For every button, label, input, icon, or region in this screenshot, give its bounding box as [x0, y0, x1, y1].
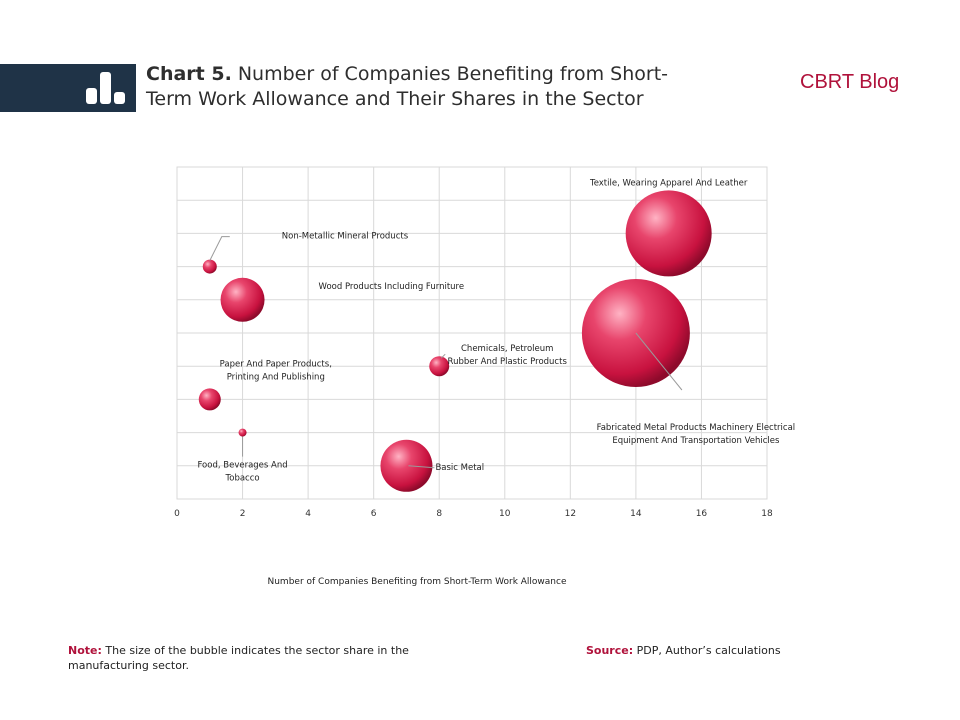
source-label: Source: [586, 644, 634, 657]
data-label-line: Printing And Publishing [227, 372, 325, 382]
leader-line [635, 332, 683, 391]
leader-line [209, 236, 230, 261]
x-tick-label: 0 [174, 509, 180, 519]
title-line-2: Term Work Allowance and Their Shares in … [146, 88, 644, 110]
title-line-1: Number of Companies Benefiting from Shor… [231, 63, 668, 85]
data-label-line: Equipment And Transportation Vehicles [612, 436, 780, 446]
data-label-line: Wood Products Including Furniture [319, 282, 465, 292]
x-tick-label: 12 [565, 509, 576, 519]
x-tick-label: 2 [240, 509, 246, 519]
data-label-line: Textile, Wearing Apparel And Leather [589, 178, 748, 188]
data-label: Fabricated Metal Products Machinery Elec… [597, 423, 796, 446]
data-label-line: Chemicals, Petroleum [461, 344, 553, 354]
x-axis-label: Number of Companies Benefiting from Shor… [268, 577, 567, 587]
note-label: Note: [68, 644, 102, 657]
source-text: PDP, Author’s calculations [633, 644, 781, 657]
x-tick-label: 10 [499, 509, 511, 519]
source-note: Source: PDP, Author’s calculations [586, 643, 781, 658]
x-tick-label: 4 [305, 509, 311, 519]
data-label: Textile, Wearing Apparel And Leather [589, 178, 748, 188]
data-label-line: Non-Metallic Mineral Products [282, 232, 409, 242]
bubble [198, 388, 221, 411]
x-tick-label: 18 [761, 509, 773, 519]
data-label: Basic Metal [435, 463, 484, 473]
data-label-line: Food, Beverages And [197, 461, 287, 471]
x-tick-label: 8 [436, 509, 442, 519]
x-tick-label: 6 [371, 509, 377, 519]
bubble [202, 259, 217, 274]
bubble [625, 190, 712, 277]
x-tick-label: 14 [630, 509, 642, 519]
data-label-line: Paper And Paper Products, [220, 359, 332, 369]
bubble [380, 439, 433, 492]
data-label-line: Rubber And Plastic Products [448, 357, 568, 367]
note-text: The size of the bubble indicates the sec… [68, 644, 409, 672]
data-label-line: Tobacco [225, 474, 260, 484]
leader-line [440, 353, 446, 359]
data-label: Wood Products Including Furniture [319, 282, 465, 292]
data-label-line: Basic Metal [435, 463, 484, 473]
bubble [429, 356, 450, 377]
chart-number: Chart 5. [146, 63, 232, 85]
brand-label: CBRT Blog [800, 71, 900, 93]
data-label: Non-Metallic Mineral Products [282, 232, 409, 242]
bubble [220, 277, 265, 322]
leader-line [408, 465, 435, 469]
data-label-line: Fabricated Metal Products Machinery Elec… [597, 423, 796, 433]
footnote: Note: The size of the bubble indicates t… [68, 643, 438, 673]
data-label: Food, Beverages And Tobacco [197, 461, 287, 484]
title-band [0, 64, 136, 112]
bar-chart-icon [84, 70, 128, 104]
x-tick-label: 16 [696, 509, 708, 519]
data-label: Paper And Paper Products, Printing And Pu… [220, 359, 332, 382]
data-label: Chemicals, Petroleum Rubber And Plastic P… [448, 344, 568, 367]
chart-title: Chart 5. Number of Companies Benefiting … [146, 62, 746, 112]
bubble [238, 428, 247, 437]
